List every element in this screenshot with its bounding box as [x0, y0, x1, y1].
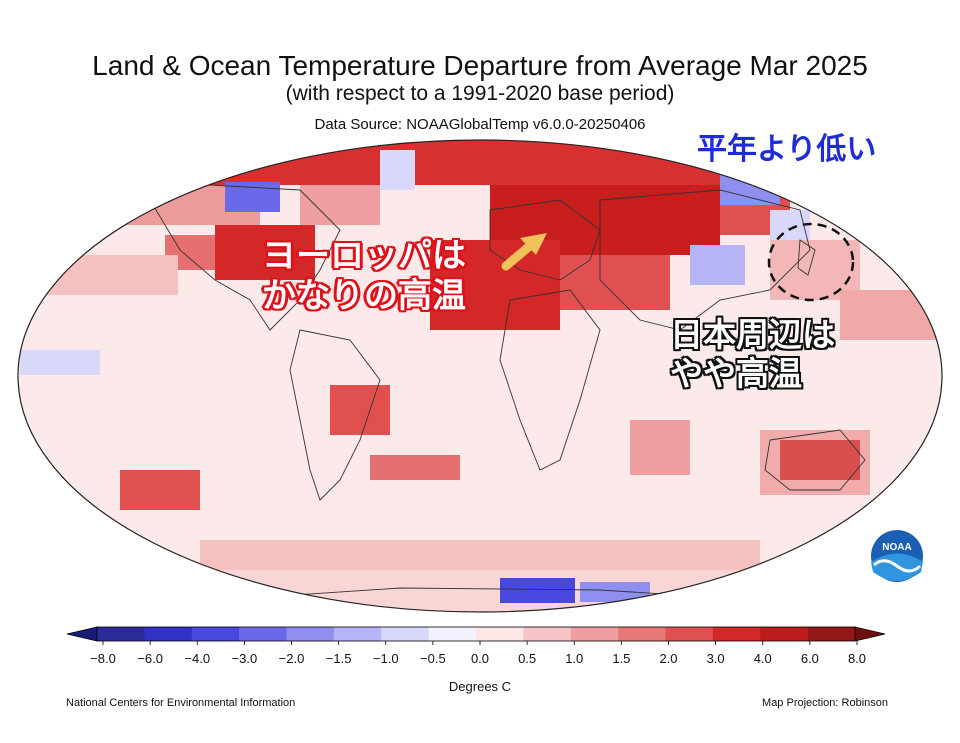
- colorbar-tick-label: 8.0: [848, 651, 866, 666]
- japan-annotation: 日本周辺は やや高温: [670, 315, 835, 394]
- colorbar-swatch: [618, 627, 666, 641]
- colorbar-swatch: [476, 627, 524, 641]
- anomaly-cell: [760, 430, 870, 495]
- colorbar-swatch: [144, 627, 193, 641]
- colorbar-tick-label: 3.0: [707, 651, 725, 666]
- anomaly-cell: [560, 255, 670, 310]
- europe-annotation-line2: かなりの高温: [262, 276, 466, 317]
- anomaly-cell: [380, 150, 415, 190]
- colorbar-tick-label: −6.0: [137, 651, 163, 666]
- colorbar-tick-label: −3.0: [232, 651, 258, 666]
- below-normal-annotation: 平年より低い: [697, 132, 877, 167]
- colorbar-frame: [96, 626, 856, 642]
- colorbar-swatch: [712, 627, 761, 641]
- anomaly-cell: [18, 255, 178, 295]
- colorbar: −8.0 −6.0 −4.0 −3.0 −2.0 −1.5 −1.0 −0.5 0.0 0.5 1.…: [66, 626, 886, 666]
- colorbar-tick-label: 4.0: [754, 651, 772, 666]
- japan-annotation-line2: やや高温: [670, 353, 802, 393]
- anomaly-cell: [110, 570, 810, 612]
- colorbar-tick-label: −0.5: [420, 651, 446, 666]
- colorbar-swatch: [523, 627, 572, 641]
- colorbar-tick-label: 2.0: [659, 651, 677, 666]
- japan-annotation-line1: 日本周辺は: [670, 315, 835, 354]
- colorbar-tick-label: 0.0: [471, 651, 489, 666]
- colorbar-swatch: [97, 627, 145, 641]
- colorbar-tick-label: −2.0: [279, 651, 305, 666]
- colorbar-tick-label: −1.0: [373, 651, 399, 666]
- colorbar-tick-label: −8.0: [90, 651, 116, 666]
- arrow-icon: [501, 233, 547, 271]
- colorbar-low-extension: [66, 626, 98, 642]
- colorbar-swatch: [286, 627, 335, 641]
- anomaly-cell: [300, 185, 380, 225]
- anomaly-cell: [720, 175, 780, 205]
- anomaly-cell: [630, 420, 690, 475]
- footer-projection: Map Projection: Robinson: [762, 697, 888, 709]
- map-subtitle: (with respect to a 1991-2020 base period…: [285, 82, 675, 105]
- anomaly-cell: [200, 540, 760, 570]
- colorbar-swatch: [381, 627, 429, 641]
- colorbar-tick-label: 6.0: [801, 651, 819, 666]
- anomaly-cell: [370, 455, 460, 480]
- map-title: Land & Ocean Temperature Departure from …: [92, 50, 868, 81]
- anomaly-cell: [215, 225, 315, 280]
- anomaly-cell: [125, 175, 160, 193]
- colorbar-tick-label: 1.5: [612, 651, 630, 666]
- colorbar-swatch: [570, 627, 619, 641]
- noaa-logo-text: NOAA: [882, 542, 911, 553]
- japan-highlight-circle: [767, 222, 855, 302]
- colorbar-swatch: [191, 627, 240, 641]
- colorbar-high-extension: [854, 626, 886, 642]
- colorbar-swatch: [428, 627, 477, 641]
- colorbar-swatch: [333, 627, 382, 641]
- anomaly-cell: [330, 385, 390, 435]
- globe-outline: [17, 139, 943, 613]
- anomaly-cell: [120, 470, 200, 510]
- noaa-logo: NOAA: [871, 530, 923, 582]
- colorbar-swatch: [807, 627, 856, 641]
- anomaly-cell: [690, 245, 745, 285]
- data-source-label: Data Source: NOAAGlobalTemp v6.0.0-20250…: [314, 116, 646, 133]
- colorbar-tick-label: −1.5: [326, 651, 352, 666]
- anomaly-cell: [580, 582, 650, 602]
- colorbar-tick-label: −4.0: [184, 651, 210, 666]
- coastlines: [149, 184, 866, 601]
- europe-annotation: ヨーロッパは かなりの高温: [262, 236, 466, 316]
- anomaly-cell: [220, 590, 280, 610]
- colorbar-tick-label: 1.0: [565, 651, 583, 666]
- footer-credit: National Centers for Environmental Infor…: [66, 697, 296, 709]
- europe-annotation-line1: ヨーロッパは: [262, 236, 466, 276]
- anomaly-cell: [430, 240, 560, 330]
- colorbar-swatch: [760, 627, 808, 641]
- colorbar-swatch: [665, 627, 714, 641]
- anomaly-cell: [500, 578, 575, 603]
- anomaly-cell: [700, 588, 780, 608]
- colorbar-tick-label: 0.5: [518, 651, 536, 666]
- colorbar-title: Degrees C: [448, 679, 512, 694]
- anomaly-cell: [20, 350, 100, 375]
- colorbar-swatch: [239, 627, 287, 641]
